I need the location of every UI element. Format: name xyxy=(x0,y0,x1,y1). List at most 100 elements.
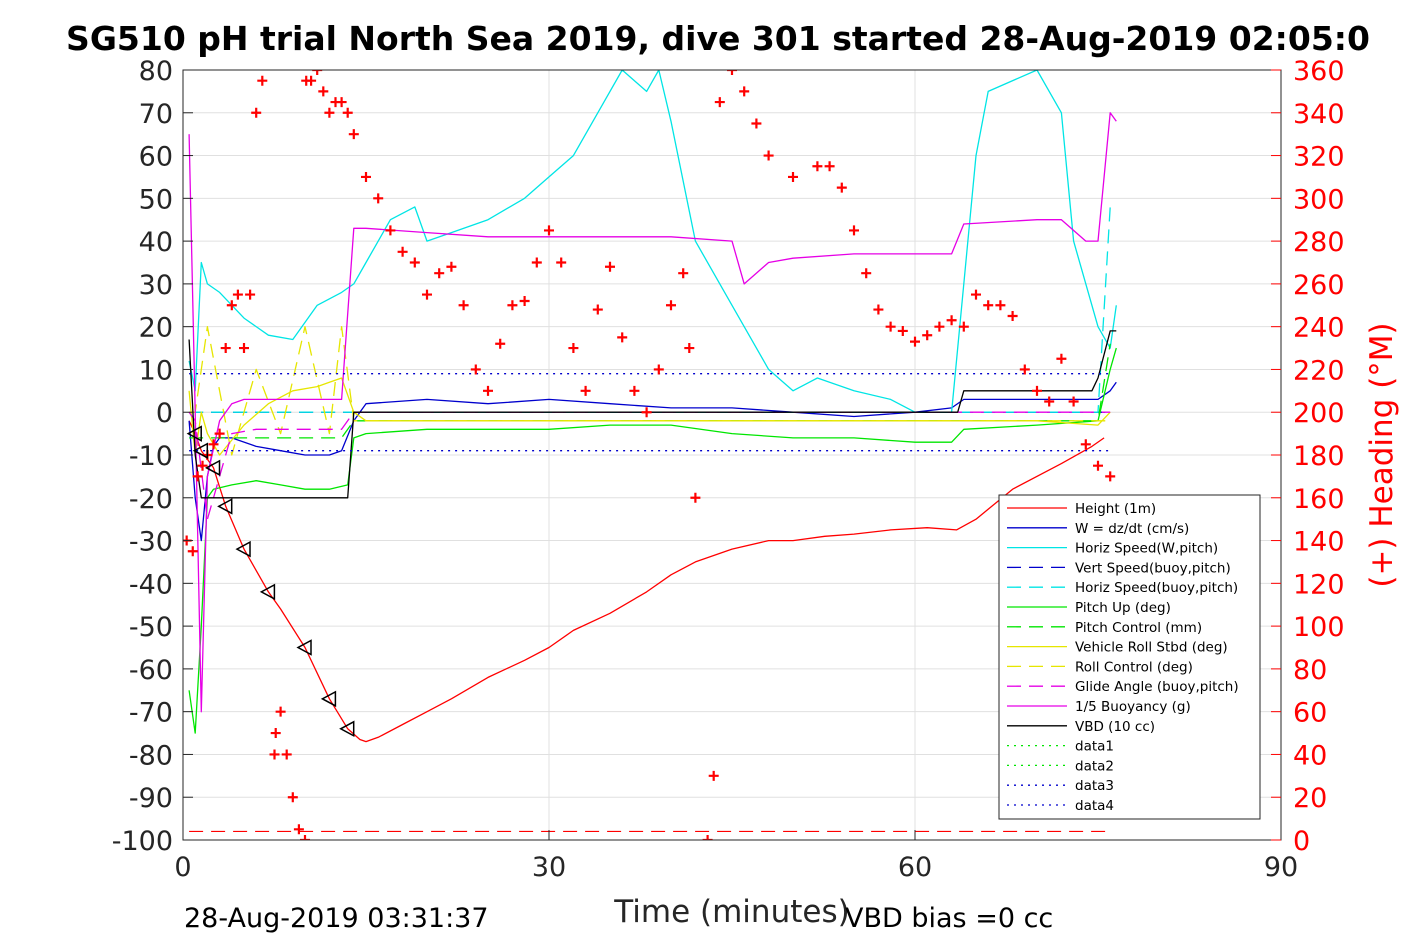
heading-point-81 xyxy=(983,300,994,311)
heading-point-69 xyxy=(836,182,847,193)
y2-tick-label-10: 160 xyxy=(1293,484,1345,515)
y-tick-label-9: -10 xyxy=(129,441,173,472)
height-marker-8 xyxy=(296,639,312,656)
heading-point-43 xyxy=(519,296,530,306)
heading-point-24 xyxy=(318,86,329,97)
heading-point-58 xyxy=(690,492,701,503)
height-marker-9 xyxy=(320,690,337,708)
x-tick-label-0: 0 xyxy=(174,852,191,883)
heading-point-7 xyxy=(220,343,231,354)
series-line-9 xyxy=(188,411,1111,520)
heading-point-28 xyxy=(342,107,353,118)
height-marker-4 xyxy=(217,498,233,515)
legend-label-0: Height (1m) xyxy=(1075,501,1156,517)
heading-point-86 xyxy=(1044,396,1055,407)
heading-point-19 xyxy=(293,824,304,835)
heading-point-41 xyxy=(495,338,506,349)
y-tick-label-18: -100 xyxy=(112,826,173,857)
heading-point-76 xyxy=(922,330,933,341)
heading-point-33 xyxy=(397,246,408,257)
heading-point-5 xyxy=(208,439,219,450)
heading-point-27 xyxy=(336,97,347,108)
heading-point-56 xyxy=(678,268,689,279)
heading-point-61 xyxy=(714,97,725,108)
y-tick-label-17: -90 xyxy=(129,783,173,814)
legend-label-2: Horiz Speed(W,pitch) xyxy=(1075,541,1218,557)
x-tick-label-1: 30 xyxy=(532,852,566,883)
heading-point-12 xyxy=(251,107,262,118)
heading-point-37 xyxy=(446,261,457,272)
heading-point-65 xyxy=(763,150,774,161)
y-tick-label-5: 30 xyxy=(139,270,173,301)
heading-point-13 xyxy=(257,75,268,86)
heading-point-23 xyxy=(312,70,323,75)
legend-label-9: Glide Angle (buoy,pitch) xyxy=(1075,679,1239,695)
series-line-11 xyxy=(188,330,1117,499)
heading-point-60 xyxy=(708,770,719,781)
legend-label-4: Horiz Speed(buoy,pitch) xyxy=(1075,580,1238,596)
y2-tick-label-17: 20 xyxy=(1293,783,1327,814)
heading-point-16 xyxy=(275,706,286,717)
heading-point-3 xyxy=(197,460,208,471)
heading-point-17 xyxy=(281,749,292,760)
heading-point-62 xyxy=(727,70,737,75)
heading-point-20 xyxy=(300,835,310,840)
series-line-10 xyxy=(188,112,1117,713)
heading-point-45 xyxy=(544,225,554,236)
heading-point-35 xyxy=(422,289,432,300)
y-tick-label-12: -40 xyxy=(129,569,173,600)
height-marker-2 xyxy=(192,442,209,459)
legend-label-10: 1/5 Buoyancy (g) xyxy=(1075,699,1191,715)
x-axis-label: Time (minutes) xyxy=(613,894,849,930)
heading-point-66 xyxy=(788,171,798,182)
legend-label-12: data1 xyxy=(1075,739,1114,755)
heading-point-18 xyxy=(287,792,298,803)
series-line-0 xyxy=(188,420,1105,743)
heading-point-73 xyxy=(885,321,896,332)
heading-point-32 xyxy=(385,225,396,236)
heading-point-52 xyxy=(629,385,640,396)
y-tick-label-6: 20 xyxy=(139,313,173,344)
y-tick-label-10: -20 xyxy=(129,484,173,515)
series-line-8 xyxy=(189,326,1111,456)
heading-point-42 xyxy=(507,300,518,311)
heading-point-82 xyxy=(995,300,1006,311)
x-tick-label-3: 90 xyxy=(1264,852,1298,883)
heading-point-29 xyxy=(348,129,359,140)
legend-label-14: data3 xyxy=(1075,778,1114,794)
x-tick-label-2: 60 xyxy=(898,852,932,883)
y-tick-label-8: 0 xyxy=(156,398,173,429)
y2-tick-label-5: 260 xyxy=(1293,270,1345,301)
y2-tick-label-2: 320 xyxy=(1293,142,1345,173)
legend-label-5: Pitch Up (deg) xyxy=(1075,600,1171,616)
heading-point-25 xyxy=(324,107,335,118)
y-tick-label-4: 40 xyxy=(139,227,173,258)
height-marker-10 xyxy=(339,720,355,738)
legend-label-7: Vehicle Roll Stbd (deg) xyxy=(1075,640,1228,656)
legend-label-1: W = dz/dt (cm/s) xyxy=(1075,521,1189,537)
heading-point-14 xyxy=(269,749,280,760)
y2-tick-label-9: 180 xyxy=(1293,441,1345,472)
y2-tick-label-13: 100 xyxy=(1293,612,1345,643)
heading-point-84 xyxy=(1019,364,1030,375)
y2-axis-label: (+) Heading (°M) xyxy=(1364,322,1400,587)
legend-label-8: Roll Control (deg) xyxy=(1075,659,1193,675)
y2-tick-label-6: 240 xyxy=(1293,313,1345,344)
heading-point-67 xyxy=(812,161,823,172)
heading-point-77 xyxy=(934,321,945,332)
heading-point-46 xyxy=(556,257,567,268)
legend: Height (1m) W = dz/dt (cm/s) Horiz Speed(W… xyxy=(998,494,1261,820)
heading-point-87 xyxy=(1056,353,1067,364)
y2-tick-label-4: 280 xyxy=(1293,227,1345,258)
heading-point-48 xyxy=(580,385,591,396)
y-tick-label-14: -60 xyxy=(129,655,173,686)
heading-point-54 xyxy=(653,364,664,375)
heading-point-8 xyxy=(226,300,237,311)
heading-point-40 xyxy=(483,385,493,396)
footer-timestamp: 28-Aug-2019 03:31:37 xyxy=(184,903,489,934)
height-marker-1 xyxy=(186,425,202,442)
heading-point-15 xyxy=(270,728,281,739)
y-tick-label-1: 70 xyxy=(139,99,173,130)
heading-point-79 xyxy=(958,321,969,332)
heading-point-71 xyxy=(861,268,872,279)
